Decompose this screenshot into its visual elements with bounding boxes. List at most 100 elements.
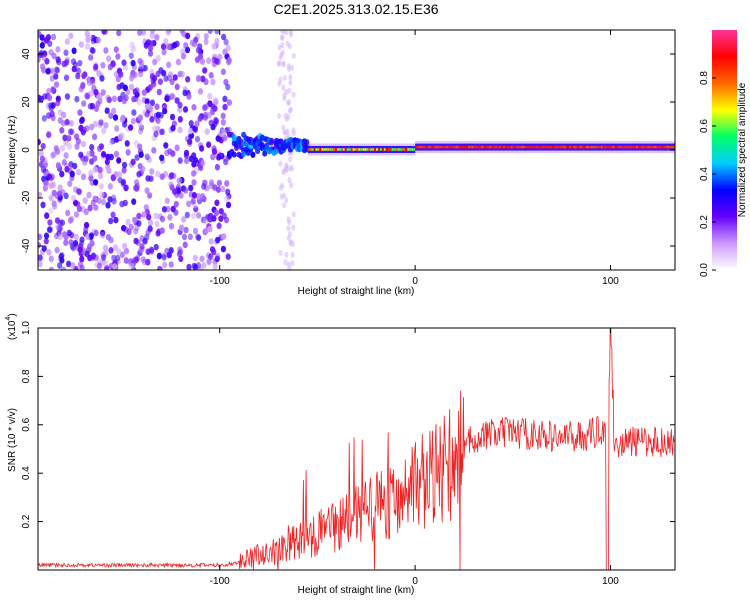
heatmap-cell: [411, 148, 414, 151]
heatmap-cell: [213, 98, 219, 106]
heatmap-cell: [659, 145, 662, 149]
heatmap-cell: [129, 41, 135, 49]
heatmap-cell: [581, 145, 584, 149]
heatmap-cell: [565, 145, 568, 149]
heatmap-cell: [374, 148, 377, 151]
heatmap-cell: [123, 184, 129, 192]
heatmap-cell: [225, 253, 231, 260]
heatmap-cell: [92, 166, 98, 173]
heatmap-cell: [97, 166, 103, 174]
heatmap-cell: [592, 145, 596, 149]
heatmap-cell: [387, 148, 390, 151]
heatmap-cell: [81, 72, 87, 80]
heatmap-cell: [174, 83, 180, 91]
heatmap-cell: [41, 115, 47, 122]
heatmap-cell: [647, 145, 650, 149]
heatmap-cell: [208, 253, 214, 260]
heatmap-cell: [60, 145, 66, 152]
heatmap-cell: [234, 145, 239, 151]
heatmap-cell: [67, 217, 74, 224]
heatmap-cell: [148, 44, 154, 52]
heatmap-cell: [152, 58, 158, 66]
heatmap-cell: [551, 145, 555, 149]
heatmap-cell: [606, 145, 609, 149]
heatmap-cell: [569, 145, 572, 149]
heatmap-cell: [401, 148, 404, 151]
heatmap-cell: [288, 79, 293, 86]
heatmap-cell: [405, 148, 408, 151]
heatmap-cell: [164, 197, 170, 205]
heatmap-cell: [612, 145, 615, 149]
heatmap-cell: [136, 212, 142, 220]
heatmap-cell: [150, 73, 156, 80]
heatmap-cell: [667, 145, 670, 149]
heatmap-cell: [66, 135, 72, 142]
heatmap-cell: [191, 40, 198, 48]
heatmap-cell: [177, 116, 183, 123]
chart-title: C2E1.2025.313.02.15.E36: [273, 1, 438, 17]
snr-panel: -100 0 100 0.2 0.4 0.6 0.8 1.0 Height of strai…: [5, 313, 676, 596]
heatmap-y-ticks: -40 -20 0 20 40: [21, 48, 675, 253]
heatmap-cell: [553, 145, 557, 149]
heatmap-cell: [48, 207, 54, 215]
heatmap-cell: [485, 145, 488, 149]
heatmap-cell: [206, 141, 212, 148]
heatmap-cell: [147, 84, 153, 91]
heatmap-cell: [563, 145, 566, 149]
heatmap-cell: [96, 70, 102, 77]
heatmap-cell: [63, 49, 69, 56]
heatmap-cell: [44, 179, 50, 186]
heatmap-cell: [438, 145, 441, 149]
heatmap-cell: [487, 145, 490, 149]
heatmap-cell: [442, 145, 445, 149]
heatmap-cells: [38, 30, 675, 270]
heatmap-cell: [63, 74, 70, 82]
heatmap-cell: [187, 127, 193, 135]
colorbar-tick-label: 0.6: [699, 119, 710, 133]
heatmap-cell: [368, 148, 371, 151]
heatmap-cell: [132, 256, 138, 264]
colorbar: 0.0 0.2 0.4 0.6 0.8 Normalized spectral ampl…: [699, 30, 748, 277]
heatmap-cell: [166, 61, 172, 69]
heatmap-cell: [286, 100, 291, 106]
heatmap-cell: [169, 78, 175, 86]
heatmap-cell: [145, 175, 151, 182]
heatmap-cell: [279, 34, 284, 41]
heatmap-cell: [413, 148, 416, 151]
heatmap-cell: [103, 47, 109, 54]
heatmap-cell: [417, 145, 420, 149]
heatmap-cell: [153, 243, 159, 251]
heatmap-cell: [111, 107, 117, 115]
heatmap-cell: [63, 139, 69, 147]
heatmap-cell: [352, 148, 355, 151]
heatmap-cell: [174, 97, 180, 104]
heatmap-cell: [422, 145, 426, 149]
heatmap-cell: [138, 70, 144, 78]
heatmap-cell: [319, 148, 322, 151]
heatmap-cell: [201, 262, 207, 269]
heatmap-cell: [587, 145, 590, 149]
heatmap-cell: [38, 260, 43, 268]
heatmap-cell: [68, 32, 74, 40]
heatmap-cell: [168, 261, 174, 268]
heatmap-cell: [89, 46, 95, 54]
heatmap-cell: [182, 89, 188, 97]
heatmap-cell: [225, 44, 231, 52]
heatmap-cell: [140, 165, 146, 173]
heatmap-cell: [100, 62, 106, 69]
heatmap-cell: [43, 237, 49, 245]
heatmap-cell: [591, 145, 594, 149]
heatmap-cell: [495, 145, 498, 149]
heatmap-cell: [309, 148, 312, 151]
heatmap-cell: [89, 78, 96, 86]
heatmap-cell: [145, 258, 151, 266]
heatmap-cell: [201, 183, 207, 190]
heatmap-cell: [81, 100, 87, 107]
x-tick-label: -100: [210, 576, 230, 587]
heatmap-cell: [64, 38, 70, 45]
heatmap-cell: [178, 192, 184, 199]
heatmap-cell: [346, 148, 349, 151]
heatmap-cell: [130, 158, 136, 166]
heatmap-cell: [540, 145, 543, 149]
heatmap-cell: [287, 87, 292, 94]
